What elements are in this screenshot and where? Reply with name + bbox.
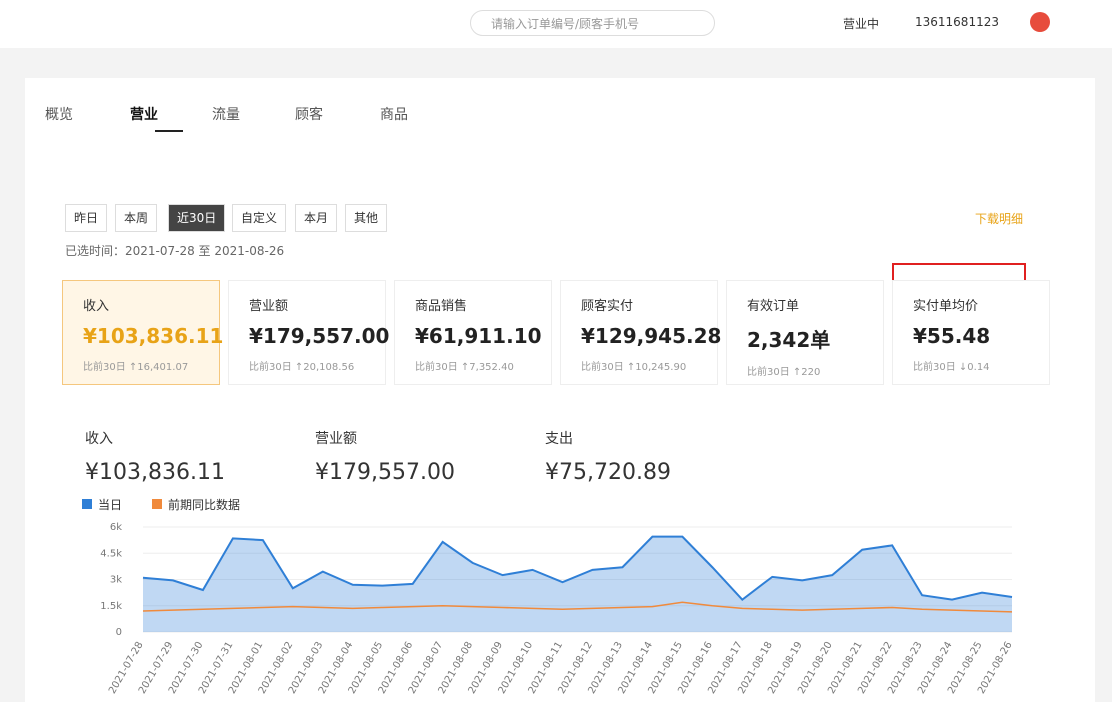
- panel: [25, 78, 1095, 702]
- y-tick-label: 4.5k: [100, 548, 122, 559]
- card-compare: 比前30日 ↑10,245.90: [581, 362, 687, 373]
- y-tick-label: 6k: [110, 522, 122, 533]
- card-value: ¥55.48: [913, 324, 991, 348]
- summary-item: 营业额 ¥179,557.00: [315, 428, 455, 485]
- y-tick-label: 0: [116, 627, 122, 638]
- card-compare: 比前30日 ↑20,108.56: [249, 362, 355, 373]
- card-value: ¥179,557.00: [249, 324, 390, 348]
- card-compare: 比前30日 ↑7,352.40: [415, 362, 514, 373]
- legend-label: 当日: [98, 498, 123, 512]
- card-label: 收入: [83, 299, 110, 314]
- date-range: 已选时间：2021-07-28 至 2021-08-26: [65, 244, 285, 258]
- card-compare: 比前30日 ↑220: [747, 367, 821, 378]
- range-button[interactable]: 自定义: [232, 204, 287, 232]
- card-label: 商品销售: [415, 299, 468, 314]
- range-button[interactable]: 本月: [295, 204, 338, 232]
- legend-item[interactable]: 当日: [82, 496, 122, 513]
- card-value: 2,342单: [747, 328, 831, 352]
- summary-value: ¥103,836.11: [85, 460, 225, 485]
- status[interactable]: 营业中: [843, 17, 880, 31]
- range-button[interactable]: 本周: [115, 204, 158, 232]
- card-label: 实付单均价: [913, 299, 979, 314]
- phone[interactable]: 13611681123: [915, 15, 999, 29]
- card-compare: 比前30日 ↓0.14: [913, 362, 990, 373]
- icon[interactable]: [1030, 12, 1050, 32]
- legend-item[interactable]: 前期同比数据: [152, 496, 240, 513]
- tab-underline: [155, 130, 183, 132]
- top-bar: 请输入订单编号/顾客手机号 营业中 13611681123: [0, 0, 1112, 48]
- y-tick-label: 1.5k: [100, 601, 122, 612]
- legend-swatch: [82, 499, 92, 509]
- card-value: ¥129,945.28: [581, 324, 722, 348]
- tab[interactable]: 商品: [380, 107, 408, 123]
- y-tick-label: 3k: [110, 575, 122, 586]
- search-box[interactable]: 请输入订单编号/顾客手机号: [470, 10, 715, 36]
- legend-swatch: [152, 499, 163, 509]
- card-value: ¥61,911.10: [415, 324, 542, 348]
- kpi-card[interactable]: 实付单均价 ¥55.48 比前30日 ↓0.14: [892, 280, 1050, 385]
- summary-item: 支出 ¥75,720.89: [545, 428, 671, 485]
- card-compare: 比前30日 ↑16,401.07: [83, 362, 189, 373]
- summary-label: 营业额: [315, 431, 357, 447]
- summary-value: ¥179,557.00: [315, 460, 455, 485]
- chart: 01.5k3k4.5k6k2021-07-282021-07-292021-07…: [100, 522, 1014, 696]
- kpi-card[interactable]: 营业额 ¥179,557.00 比前30日 ↑20,108.56: [228, 280, 390, 385]
- download-link[interactable]: 下载明细: [975, 212, 1024, 226]
- kpi-card[interactable]: 收入 ¥103,836.11 比前30日 ↑16,401.07: [62, 280, 224, 385]
- kpi-card[interactable]: 顾客实付 ¥129,945.28 比前30日 ↑10,245.90: [560, 280, 722, 385]
- card-label: 顾客实付: [581, 299, 634, 314]
- card-label: 有效订单: [747, 299, 800, 314]
- summary-item: 收入 ¥103,836.11: [85, 428, 225, 485]
- legend-label: 前期同比数据: [168, 498, 241, 512]
- summary-value: ¥75,720.89: [545, 460, 671, 485]
- tab[interactable]: 营业: [130, 107, 158, 123]
- card-label: 营业额: [249, 299, 289, 314]
- tab[interactable]: 顾客: [295, 107, 323, 123]
- range-button[interactable]: 近30日: [168, 204, 226, 232]
- series-line: [142, 601, 1013, 613]
- range-button[interactable]: 其他: [345, 204, 388, 232]
- range-button[interactable]: 昨日: [65, 204, 108, 232]
- series-line: [142, 535, 1013, 601]
- tab[interactable]: 概览: [45, 107, 73, 123]
- tab[interactable]: 流量: [212, 107, 240, 123]
- area: [143, 536, 1012, 632]
- kpi-card[interactable]: 商品销售 ¥61,911.10 比前30日 ↑7,352.40: [394, 280, 552, 385]
- legend: 当日 前期同比数据: [82, 496, 270, 513]
- summary-label: 支出: [545, 431, 573, 447]
- kpi-card[interactable]: 有效订单 2,342单比前30日 ↑220: [726, 280, 884, 385]
- card-value: ¥103,836.11: [83, 324, 224, 348]
- summary-label: 收入: [85, 431, 113, 447]
